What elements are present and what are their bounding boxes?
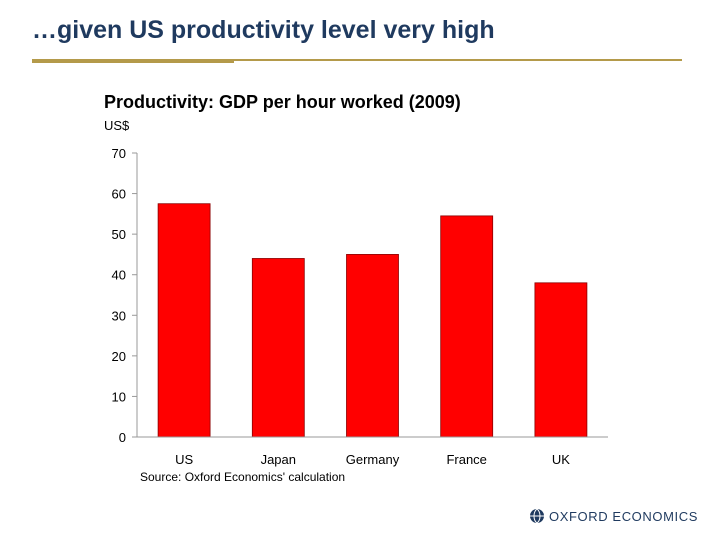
y-tick-label: 30 bbox=[112, 308, 126, 323]
title-underline-accent bbox=[32, 59, 234, 63]
x-tick-label-germany: Germany bbox=[346, 452, 400, 467]
bar-uk bbox=[534, 282, 588, 438]
oxford-economics-logo: OXFORD ECONOMICS bbox=[529, 508, 698, 524]
x-tick-label-france: France bbox=[446, 452, 486, 467]
y-tick-label: 20 bbox=[112, 349, 126, 364]
chart-title: Productivity: GDP per hour worked (2009) bbox=[104, 92, 461, 112]
logo-text: OXFORD ECONOMICS bbox=[549, 508, 698, 524]
y-axis-ticks: 0 10 20 30 40 50 60 70 bbox=[112, 146, 137, 445]
y-tick-label: 60 bbox=[112, 187, 126, 202]
title-underline bbox=[32, 59, 682, 61]
globe-icon bbox=[530, 508, 544, 524]
y-tick-label: 40 bbox=[112, 268, 126, 283]
bar-germany bbox=[346, 254, 399, 438]
x-tick-label-us: US bbox=[175, 452, 193, 467]
slide-title: …given US productivity level very high bbox=[32, 16, 495, 44]
y-tick-label: 10 bbox=[112, 389, 126, 404]
bar-japan bbox=[251, 258, 305, 438]
bar-us bbox=[157, 203, 211, 438]
y-tick-label: 70 bbox=[112, 146, 126, 161]
bars bbox=[157, 203, 588, 438]
y-tick-label: 0 bbox=[119, 430, 126, 445]
chart-source-note: Source: Oxford Economics' calculation bbox=[140, 470, 345, 484]
x-tick-label-uk: UK bbox=[552, 452, 570, 467]
x-tick-label-japan: Japan bbox=[261, 452, 296, 467]
y-axis-unit-label: US$ bbox=[104, 118, 130, 133]
x-axis-labels: US Japan Germany France UK bbox=[175, 452, 570, 467]
y-tick-label: 50 bbox=[112, 227, 126, 242]
bar-france bbox=[440, 215, 494, 438]
